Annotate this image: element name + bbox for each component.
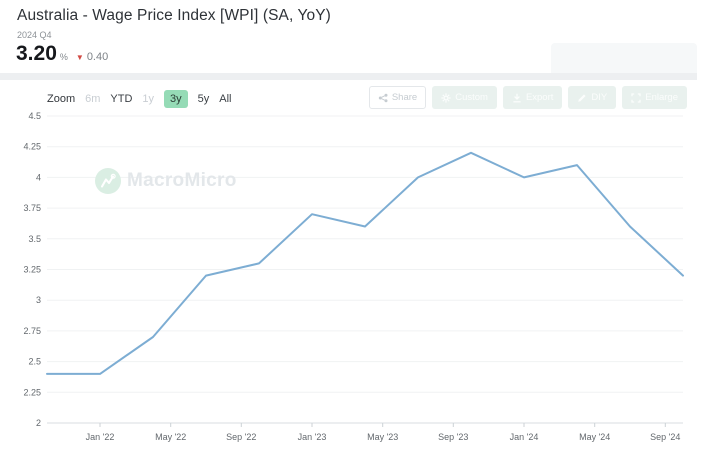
chart-action-buttons: Share Custom Export DIY: [368, 86, 687, 109]
y-axis-label: 2.5: [28, 357, 41, 367]
y-axis-label: 2.25: [23, 387, 41, 397]
period-label: 2024 Q4: [17, 30, 52, 40]
y-axis-label: 2: [36, 418, 41, 428]
y-axis-label: 4.5: [28, 111, 41, 121]
pencil-icon: [577, 93, 587, 103]
x-axis-label: Sep '23: [438, 432, 468, 442]
change-down-arrow-icon: ▼: [75, 53, 84, 62]
y-axis-label: 4: [36, 172, 41, 182]
diy-button-label: DIY: [591, 92, 608, 103]
share-button-label: Share: [391, 92, 418, 103]
x-axis-label: Sep '22: [226, 432, 256, 442]
wpi-series-line[interactable]: [46, 151, 684, 375]
range-ytd[interactable]: YTD: [110, 93, 133, 105]
y-axis-label: 3.5: [28, 234, 41, 244]
x-axis-label: May '23: [367, 432, 398, 442]
export-button[interactable]: Export: [502, 86, 563, 109]
x-axis-label: May '24: [579, 432, 610, 442]
enlarge-icon: [631, 92, 641, 103]
y-axis-label: 2.75: [23, 326, 41, 336]
y-axis-label: 3.75: [23, 203, 41, 213]
x-axis-label: Jan '23: [298, 432, 327, 442]
enlarge-button[interactable]: Enlarge: [622, 86, 687, 109]
wpi-line-chart: 2 2.25 2.5 2.75 3 3.25 3.5 3.75 4 4.25 4.5 Jan '22 M…: [23, 111, 684, 442]
header-divider: [0, 73, 697, 80]
zoom-range-toolbar: Zoom 6m YTD 1y 3y 5y All: [47, 90, 232, 108]
custom-button-label: Custom: [455, 92, 488, 103]
chart-header: Australia - Wage Price Index [WPI] (SA, …: [0, 0, 715, 73]
share-icon: [378, 93, 388, 103]
x-axis-label: Jan '22: [86, 432, 115, 442]
share-button[interactable]: Share: [368, 86, 427, 109]
range-all[interactable]: All: [219, 93, 232, 105]
page-title: Australia - Wage Price Index [WPI] (SA, …: [17, 7, 331, 24]
chart-card: Zoom 6m YTD 1y 3y 5y All Share Custom: [0, 80, 715, 464]
download-icon: [512, 93, 522, 103]
gear-icon: [441, 92, 451, 103]
diy-button[interactable]: DIY: [568, 86, 617, 109]
range-3y[interactable]: 3y: [164, 90, 188, 108]
enlarge-button-label: Enlarge: [645, 92, 678, 103]
range-6m: 6m: [85, 93, 101, 105]
change-value: 0.40: [86, 51, 109, 63]
latest-value: 3.20: [16, 42, 57, 65]
range-5y[interactable]: 5y: [197, 93, 210, 105]
zoom-label: Zoom: [47, 93, 76, 105]
export-button-label: Export: [525, 92, 554, 103]
x-axis-label: May '22: [155, 432, 186, 442]
y-axis-label: 3.25: [23, 265, 41, 275]
x-axis-label: Sep '24: [650, 432, 680, 442]
range-1y: 1y: [142, 93, 155, 105]
header-right-panel: [551, 43, 697, 73]
y-axis-label: 4.25: [23, 142, 41, 152]
custom-button[interactable]: Custom: [432, 86, 497, 109]
y-axis-label: 3: [36, 295, 41, 305]
latest-value-row: 3.20 % ▼ 0.40: [16, 42, 108, 66]
value-unit: %: [59, 52, 68, 62]
x-axis-label: Jan '24: [510, 432, 539, 442]
